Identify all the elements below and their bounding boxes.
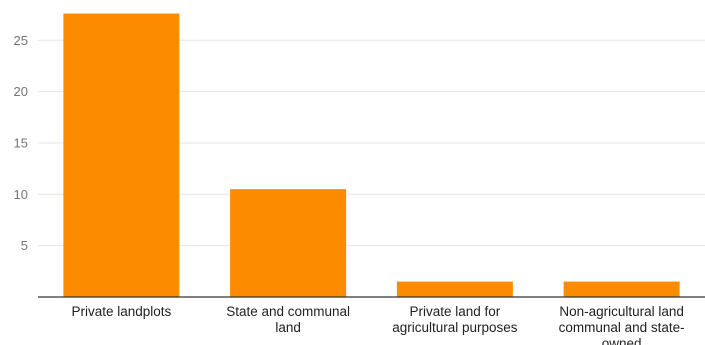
bar-0 — [63, 13, 180, 297]
x-category-label-line: State and communal — [226, 304, 350, 319]
x-category-label-line: Private land for — [409, 304, 500, 319]
x-category-label-line: Non-agricultural land — [559, 304, 684, 319]
bar-3 — [563, 281, 680, 297]
x-category-label-line: agricultural purposes — [392, 320, 518, 335]
y-tick-label: 5 — [21, 238, 28, 253]
x-category-label: Private land for agricultural purposes — [392, 304, 518, 335]
y-axis-ticks: 5 10 15 20 25 — [14, 33, 28, 253]
x-axis-labels: Private landplots State and communal land P… — [71, 304, 684, 345]
y-tick-label: 15 — [14, 135, 28, 150]
y-tick-label: 20 — [14, 84, 28, 99]
y-tick-label: 25 — [14, 33, 28, 48]
x-category-label: State and communal land — [226, 304, 350, 335]
x-category-label-line: Private landplots — [71, 304, 171, 319]
y-tick-label: 10 — [14, 187, 28, 202]
bar-1 — [230, 189, 347, 297]
x-category-label: Non-agricultural land communal and state-… — [559, 304, 685, 345]
x-category-label: Private landplots — [71, 304, 171, 319]
bar-2 — [396, 281, 513, 297]
x-category-label-line: communal and state- — [559, 320, 685, 335]
x-category-label-line: owned — [602, 336, 642, 345]
bars — [63, 13, 680, 297]
x-category-label-line: land — [275, 320, 301, 335]
